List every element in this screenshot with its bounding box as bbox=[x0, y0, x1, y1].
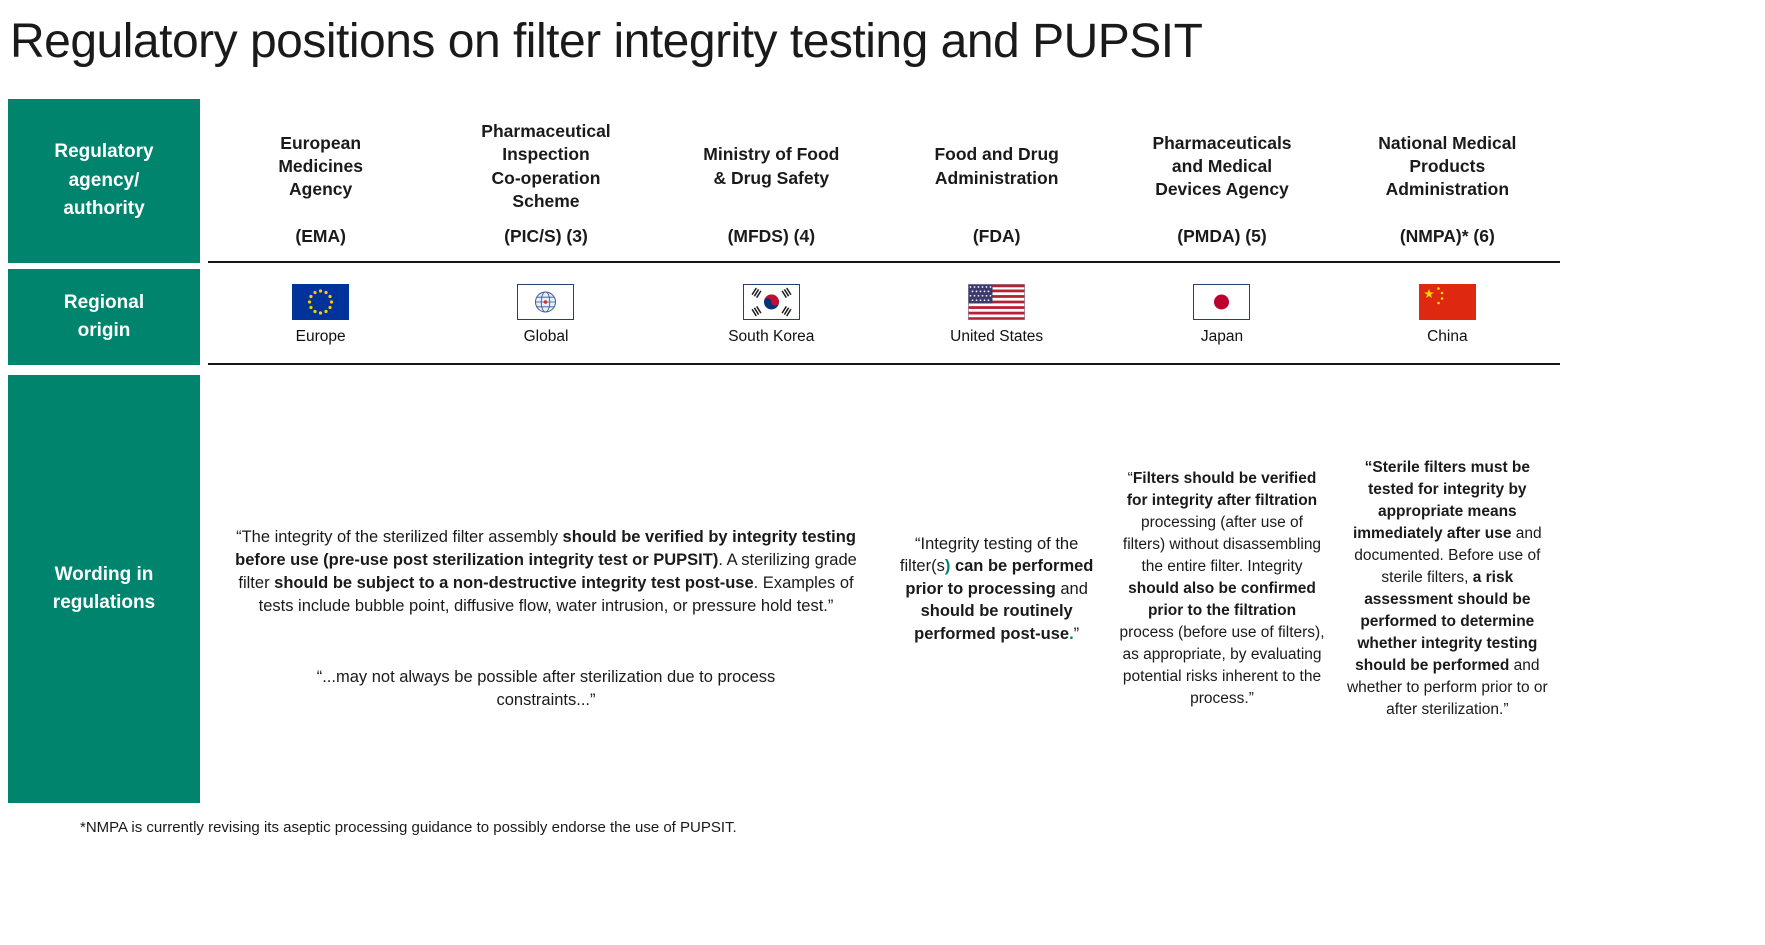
region-label-europe: Europe bbox=[295, 328, 346, 345]
page-title: Regulatory positions on filter integrity… bbox=[10, 15, 1203, 68]
wording-cell-ema-pics-mfds: “The integrity of the sterilized filter … bbox=[208, 375, 884, 803]
wording-cell-pmda: “Filters should be verified for integrit… bbox=[1109, 375, 1334, 803]
agency-name-pmda: Pharmaceuticals and Medical Devices Agen… bbox=[1152, 132, 1292, 200]
region-row: Regional origin Europe bbox=[8, 269, 1560, 365]
region-label-japan: Japan bbox=[1200, 328, 1244, 345]
wording-shared-paragraph-2: “...may not always be possible after ste… bbox=[316, 668, 776, 710]
wording-pmda-text: “Filters should be verified for integrit… bbox=[1119, 470, 1325, 707]
slide-page: Regulatory positions on filter integrity… bbox=[8, 15, 1560, 836]
us-flag-icon bbox=[968, 284, 1026, 320]
agency-cell-nmpa: National Medical Products Administration… bbox=[1335, 99, 1560, 261]
region-label-united-states: United States bbox=[950, 328, 1044, 345]
agency-cell-pmda: Pharmaceuticals and Medical Devices Agen… bbox=[1109, 99, 1334, 261]
wording-nmpa-text: “Sterile filters must be tested for inte… bbox=[1346, 459, 1548, 718]
agency-name-fda: Food and Drug Administration bbox=[934, 144, 1059, 188]
china-flag-icon bbox=[1418, 284, 1476, 320]
region-cell-united-states: United States bbox=[884, 269, 1109, 363]
row-header-agency: Regulatory agency/ authority bbox=[8, 99, 200, 263]
agency-name-wrap: Pharmaceuticals and Medical Devices Agen… bbox=[1152, 107, 1291, 226]
region-label-global: Global bbox=[523, 328, 569, 345]
row-header-wording: Wording in regulations bbox=[8, 375, 200, 803]
wording-shared-paragraph-1: “The integrity of the sterilized filter … bbox=[235, 527, 857, 615]
agency-abbr-pmda: (PMDA) (5) bbox=[1177, 226, 1267, 246]
agency-cell-pics: Pharmaceutical Inspection Co-operation S… bbox=[433, 99, 658, 261]
agency-cell-ema: European Medicines Agency (EMA) bbox=[208, 99, 433, 261]
region-label-south-korea: South Korea bbox=[728, 328, 815, 345]
agency-abbr-pics: (PIC/S) (3) bbox=[504, 226, 588, 246]
agency-abbr-ema: (EMA) bbox=[295, 226, 346, 246]
agency-name-mfds: Ministry of Food & Drug Safety bbox=[703, 144, 840, 188]
agency-name-wrap: Food and Drug Administration bbox=[934, 107, 1058, 226]
agency-abbr-mfds: (MFDS) (4) bbox=[727, 226, 816, 246]
agency-name-wrap: European Medicines Agency bbox=[278, 107, 363, 226]
region-columns: Europe Global bbox=[208, 269, 1560, 365]
agency-name-pics: Pharmaceutical Inspection Co-operation S… bbox=[481, 121, 611, 211]
region-cell-japan: Japan bbox=[1109, 269, 1334, 363]
agency-name-wrap: Ministry of Food & Drug Safety bbox=[703, 107, 839, 226]
wording-fda-text: “Integrity testing of the filter(s) can … bbox=[899, 534, 1094, 643]
regulatory-table: Regulatory agency/ authority European Me… bbox=[8, 99, 1560, 803]
wording-cell-nmpa: “Sterile filters must be tested for inte… bbox=[1335, 375, 1560, 803]
agency-name-wrap: National Medical Products Administration bbox=[1378, 107, 1516, 226]
region-cell-global: Global bbox=[433, 269, 658, 363]
agency-cell-fda: Food and Drug Administration (FDA) bbox=[884, 99, 1109, 261]
region-cell-china: China bbox=[1335, 269, 1560, 363]
wording-columns: “The integrity of the sterilized filter … bbox=[208, 375, 1560, 803]
region-cell-europe: Europe bbox=[208, 269, 433, 363]
agency-cell-mfds: Ministry of Food & Drug Safety (MFDS) (4… bbox=[659, 99, 884, 261]
footnote: *NMPA is currently revising its aseptic … bbox=[80, 819, 737, 836]
row-header-region: Regional origin bbox=[8, 269, 200, 365]
region-cell-south-korea: South Korea bbox=[659, 269, 884, 363]
eu-flag-icon bbox=[292, 284, 350, 320]
agency-name-wrap: Pharmaceutical Inspection Co-operation S… bbox=[481, 107, 610, 226]
agency-row: Regulatory agency/ authority European Me… bbox=[8, 99, 1560, 263]
agency-columns: European Medicines Agency (EMA) Pharmace… bbox=[208, 99, 1560, 263]
japan-flag-icon bbox=[1193, 284, 1251, 320]
pics-globe-flag-icon bbox=[517, 284, 575, 320]
region-label-china: China bbox=[1427, 328, 1468, 345]
south-korea-flag-icon bbox=[742, 284, 800, 320]
agency-abbr-fda: (FDA) bbox=[972, 226, 1021, 246]
agency-abbr-nmpa: (NMPA)* (6) bbox=[1399, 226, 1495, 246]
agency-name-nmpa: National Medical Products Administration bbox=[1378, 132, 1517, 200]
wording-row: Wording in regulations “The integrity of… bbox=[8, 375, 1560, 803]
wording-cell-fda: “Integrity testing of the filter(s) can … bbox=[884, 375, 1109, 803]
agency-name-ema: European Medicines Agency bbox=[278, 132, 363, 200]
